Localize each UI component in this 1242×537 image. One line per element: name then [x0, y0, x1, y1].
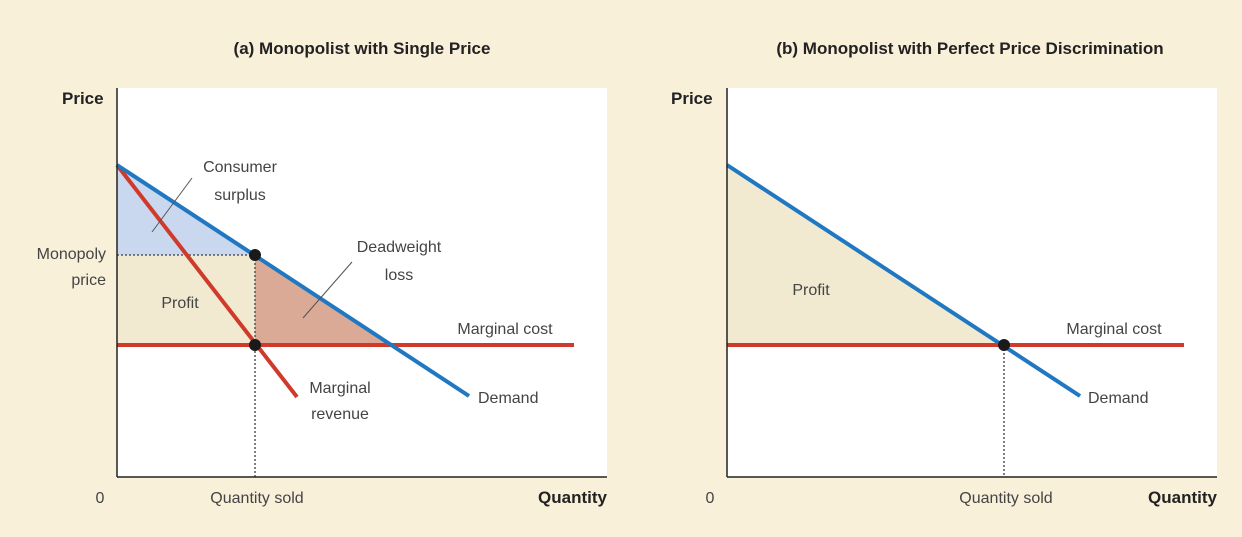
demand-line-b: [725, 163, 1082, 398]
panel-b-origin-label: 0: [706, 490, 715, 507]
marginal-revenue-line: [115, 163, 299, 399]
panel-b-y-axis-label: Price: [671, 89, 713, 108]
profit-region-a: [117, 255, 255, 345]
panel-a-title: (a) Monopolist with Single Price: [234, 39, 491, 58]
panel-a-y-axis-label: Price: [62, 89, 104, 108]
panel-b-title: (b) Monopolist with Perfect Price Discri…: [776, 39, 1163, 58]
monopoly-price-label-line2: price: [71, 272, 106, 289]
profit-label-a: Profit: [161, 295, 199, 312]
deadweight-label-line1: Deadweight: [357, 239, 442, 256]
panel-b-x-axis-label: Quantity: [1148, 488, 1217, 507]
monopoly-price-label-line1: Monopoly: [37, 246, 106, 263]
demand-label-a: Demand: [478, 390, 538, 407]
panel-a: (a) Monopolist with Single Price Price C…: [37, 39, 608, 507]
quantity-sold-label-a: Quantity sold: [210, 490, 303, 507]
demand-line-a: [115, 163, 471, 398]
monopoly-point: [249, 249, 261, 261]
mr-mc-point: [249, 339, 261, 351]
panel-a-origin-label: 0: [96, 490, 105, 507]
panel-a-x-axis-label: Quantity: [538, 488, 607, 507]
equilibrium-point-b: [998, 339, 1010, 351]
consumer-surplus-label-line1: Consumer: [203, 159, 277, 176]
panel-b: (b) Monopolist with Perfect Price Discri…: [671, 39, 1218, 507]
marginal-cost-label-a: Marginal cost: [457, 321, 553, 338]
quantity-sold-label-b: Quantity sold: [959, 490, 1052, 507]
demand-label-b: Demand: [1088, 390, 1148, 407]
consumer-surplus-leader: [151, 177, 193, 233]
marginal-cost-label-b: Marginal cost: [1066, 321, 1162, 338]
deadweight-label-line2: loss: [385, 267, 413, 284]
deadweight-leader: [302, 261, 353, 319]
consumer-surplus-label-line2: surplus: [214, 187, 266, 204]
marginal-revenue-label-line1: Marginal: [309, 380, 370, 397]
marginal-revenue-label-line2: revenue: [311, 406, 369, 423]
profit-label-b: Profit: [792, 282, 830, 299]
